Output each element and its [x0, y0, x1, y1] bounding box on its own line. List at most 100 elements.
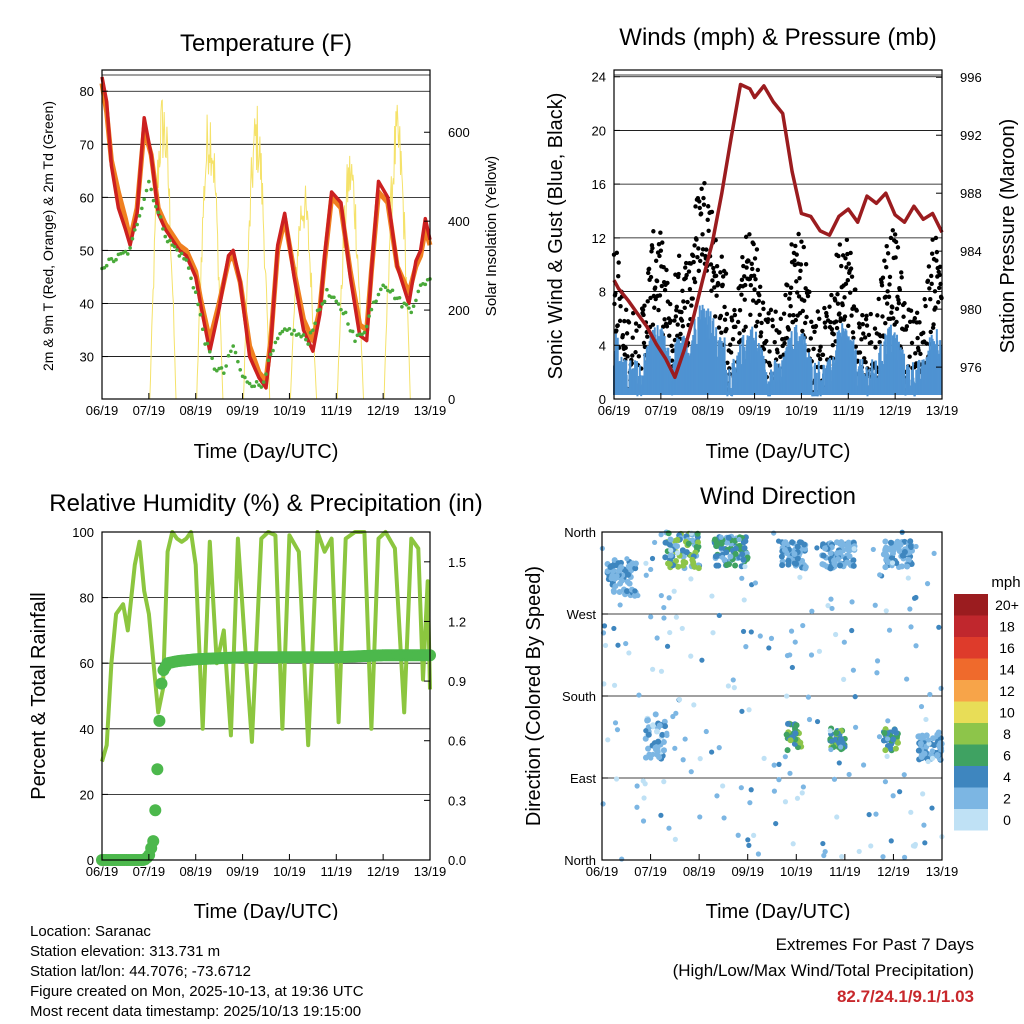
gust-point — [921, 330, 926, 336]
direction-point — [709, 593, 715, 599]
dewpoint-point — [175, 248, 179, 252]
direction-point — [831, 776, 838, 782]
gust-point — [899, 275, 904, 280]
gust-point — [741, 263, 746, 269]
gust-point — [772, 340, 777, 345]
direction-point — [665, 560, 672, 567]
direction-ylabel-left: Direction (Colored By Speed) — [523, 566, 545, 826]
gust-point — [817, 316, 822, 322]
dewpoint-point — [252, 384, 257, 389]
gust-point — [676, 253, 682, 258]
direction-point — [819, 561, 826, 568]
gust-point — [837, 242, 843, 247]
direction-point — [695, 565, 702, 572]
dewpoint-point — [325, 287, 329, 292]
wind-gridlines — [614, 74, 942, 400]
direction-point — [908, 624, 914, 630]
gust-point — [936, 285, 942, 291]
gust-point — [828, 319, 833, 325]
direction-point — [697, 814, 703, 820]
gust-point — [718, 313, 724, 319]
direction-point — [740, 628, 747, 635]
gust-point — [701, 195, 706, 201]
gust-point — [705, 204, 711, 209]
gust-point — [822, 305, 827, 311]
gust-point — [623, 307, 629, 312]
gust-point — [937, 264, 943, 270]
direction-point — [849, 599, 855, 605]
direction-point — [789, 539, 796, 546]
gust-point — [815, 309, 821, 314]
direction-point — [784, 747, 791, 754]
direction-point — [897, 789, 903, 795]
temperature-panel: Temperature (F) 06/19 07/19 08/19 09/19 10/1… — [40, 30, 500, 463]
temperature-ylabel-left: 2m & 9m T (Red, Orange) & 2m Td (Green) — [40, 101, 56, 371]
wind-xlabel: Time (Day/UTC) — [706, 441, 851, 463]
gust-point — [844, 265, 849, 270]
direction-point — [788, 628, 795, 634]
direction-point — [635, 592, 641, 599]
direction-point — [844, 559, 851, 566]
direction-point — [920, 791, 926, 797]
legend-label: 16 — [999, 640, 1015, 656]
gust-point — [630, 353, 635, 358]
gust-point — [842, 314, 848, 319]
direction-point — [881, 730, 888, 737]
direction-point — [666, 595, 672, 601]
direction-point — [791, 550, 798, 557]
direction-point — [746, 707, 752, 713]
gust-point — [837, 311, 842, 316]
direction-point — [673, 710, 679, 716]
direction-point — [634, 783, 640, 789]
rh-ytick-label: 100 — [72, 525, 94, 540]
gust-point — [675, 333, 680, 339]
gust-point — [653, 285, 658, 290]
gust-point — [784, 335, 790, 341]
gust-point — [857, 325, 862, 330]
gust-point — [748, 282, 754, 288]
direction-point — [828, 596, 834, 602]
direction-point — [697, 756, 703, 762]
gust-point — [853, 287, 858, 292]
gust-point — [725, 360, 730, 366]
legend-label: 12 — [999, 683, 1015, 699]
gust-point — [746, 258, 751, 264]
dewpoint-point — [381, 283, 385, 288]
direction-point — [908, 544, 914, 550]
dewpoint-point — [231, 344, 235, 348]
direction-point — [674, 536, 681, 543]
direction-point — [632, 565, 639, 572]
solar-ytick-label: 200 — [448, 303, 470, 318]
legend-label: 6 — [1003, 748, 1011, 764]
direction-ytick-label: North — [564, 853, 596, 868]
station-elevation: Station elevation: 313.731 m — [30, 943, 221, 960]
temperature-series — [99, 76, 433, 390]
gust-point — [755, 319, 760, 325]
direction-point — [746, 842, 752, 848]
direction-point — [740, 556, 747, 563]
direction-point — [659, 731, 666, 738]
gust-point — [691, 259, 696, 265]
gust-point — [786, 327, 791, 332]
gust-point — [783, 292, 788, 298]
temperature-ytick-label: 80 — [80, 84, 94, 99]
gust-point — [637, 323, 642, 329]
direction-point — [776, 777, 782, 783]
gust-point — [869, 340, 874, 345]
direction-point — [816, 648, 823, 654]
direction-point — [739, 575, 745, 581]
direction-point — [915, 747, 922, 754]
direction-point — [601, 623, 608, 629]
temperature-ytick-label: 50 — [80, 243, 94, 258]
dewpoint-point — [177, 254, 182, 258]
wind-xtick-label: 13/19 — [926, 403, 959, 418]
dewpoint-point — [404, 303, 409, 307]
direction-point — [658, 668, 665, 674]
direction-point — [648, 614, 654, 620]
precip-point — [147, 835, 160, 848]
direction-point — [814, 718, 821, 725]
gust-point — [740, 254, 745, 260]
direction-point — [617, 602, 623, 608]
dewpoint-point — [343, 310, 348, 315]
gust-point — [656, 307, 661, 313]
